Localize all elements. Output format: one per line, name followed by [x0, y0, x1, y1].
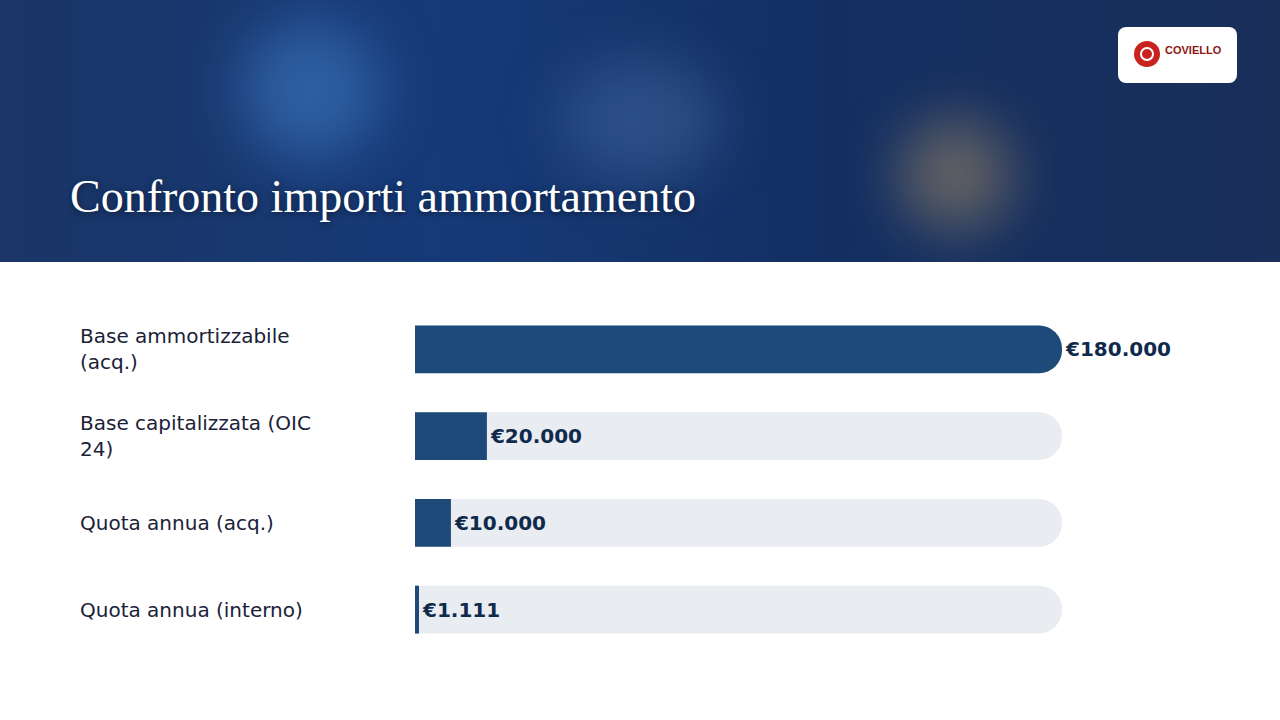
svg-text:€1.111: €1.111 — [422, 598, 500, 622]
svg-text:Quota annua (acq.): Quota annua (acq.) — [80, 511, 274, 535]
svg-text:€20.000: €20.000 — [490, 424, 582, 448]
html-text:Confronto importi ammortamento: Confronto importi ammortamento — [70, 171, 696, 222]
html-text:COVIELLO: COVIELLO — [1165, 44, 1222, 56]
svg-text:€180.000: €180.000 — [1065, 337, 1171, 361]
svg-text:Base capitalizzata (OIC24): Base capitalizzata (OIC24) — [80, 411, 311, 461]
svg-text:Quota annua (interno): Quota annua (interno) — [80, 598, 303, 622]
svg-text:Base ammortizzabile(acq.): Base ammortizzabile(acq.) — [80, 324, 290, 374]
svg-text:€10.000: €10.000 — [454, 511, 546, 535]
